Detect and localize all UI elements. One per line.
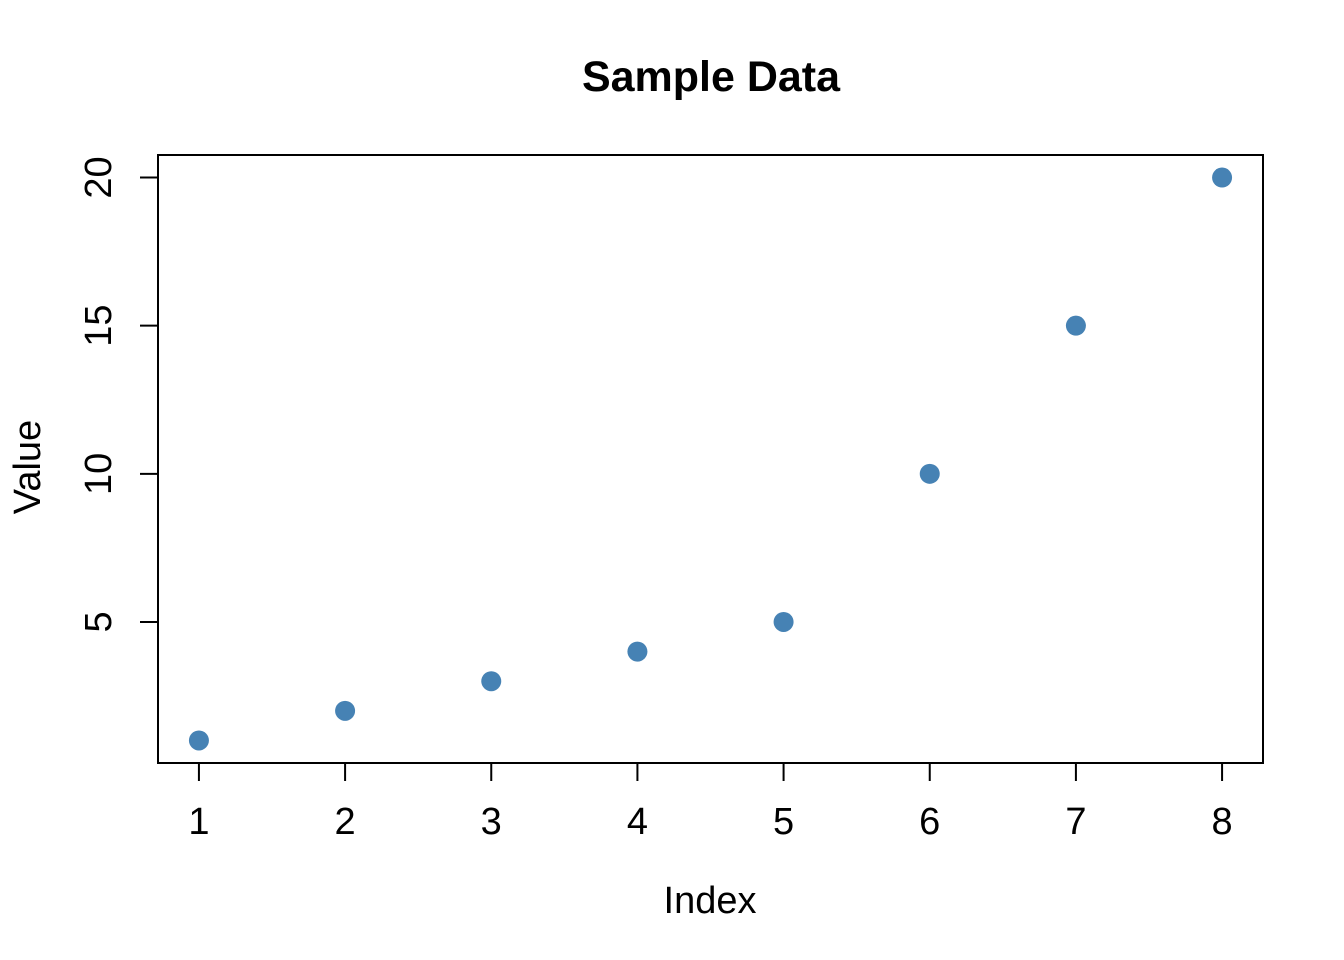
- data-point: [1065, 315, 1086, 336]
- y-tick-label: 10: [78, 453, 120, 495]
- data-point: [773, 611, 794, 632]
- x-tick-label: 1: [188, 801, 209, 843]
- data-point: [481, 671, 502, 692]
- x-tick-label: 7: [1065, 801, 1086, 843]
- x-tick-label: 4: [627, 801, 648, 843]
- y-tick-label: 15: [78, 305, 120, 347]
- chart-title: Sample Data: [582, 53, 841, 101]
- x-tick-label: 2: [335, 801, 356, 843]
- x-tick-label: 6: [919, 801, 940, 843]
- x-tick-label: 8: [1212, 801, 1233, 843]
- plot-box: [157, 154, 1264, 764]
- y-tick-label: 5: [78, 611, 120, 632]
- y-tick-label: 20: [78, 156, 120, 198]
- x-axis-title: Index: [664, 880, 757, 922]
- x-tick-label: 3: [481, 801, 502, 843]
- data-point: [627, 641, 648, 662]
- data-point: [919, 463, 940, 484]
- x-tick-label: 5: [773, 801, 794, 843]
- y-axis-title: Value: [7, 420, 49, 514]
- data-point: [188, 730, 209, 751]
- data-point: [1212, 167, 1233, 188]
- data-point: [335, 700, 356, 721]
